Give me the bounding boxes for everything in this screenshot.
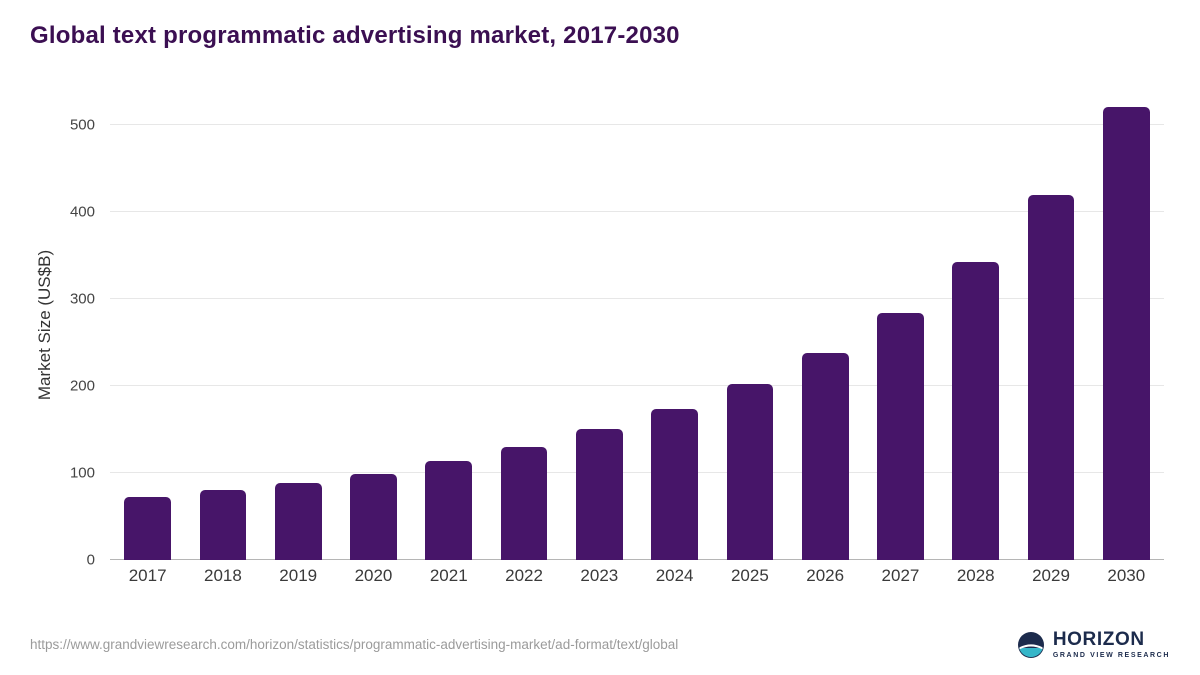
x-tick-label: 2029 — [1032, 566, 1070, 585]
logo-subtitle: GRAND VIEW RESEARCH — [1052, 652, 1170, 659]
horizon-logo-icon — [1017, 631, 1045, 659]
horizon-logo: HORIZON GRAND VIEW RESEARCH — [1017, 630, 1170, 659]
x-tick-label: 2022 — [505, 566, 543, 585]
y-tick-label: 500 — [69, 116, 95, 134]
x-tick-label: 2030 — [1107, 566, 1146, 585]
y-tick-label: 400 — [69, 203, 95, 221]
y-tick-label: 300 — [69, 290, 95, 308]
gridline — [110, 384, 1164, 386]
y-tick-label: 0 — [86, 551, 95, 569]
logo-text: HORIZON GRAND VIEW RESEARCH — [1053, 630, 1170, 659]
x-tick-label: 2020 — [354, 566, 393, 585]
bar-column — [938, 90, 1013, 560]
bar-2024 — [651, 409, 698, 560]
bar-column — [637, 90, 712, 560]
bar-column — [1013, 90, 1088, 560]
x-tick-label: 2025 — [730, 566, 769, 585]
bar-2017 — [124, 497, 171, 560]
bar-column — [788, 90, 863, 560]
bar-2030 — [1102, 107, 1150, 560]
bar-2019 — [274, 482, 322, 560]
chart-title: Global text programmatic advertising mar… — [30, 22, 680, 49]
bar-2025 — [726, 384, 774, 560]
bar-2026 — [801, 352, 849, 560]
x-axis-baseline — [110, 559, 1164, 560]
bar-column — [110, 90, 185, 560]
x-tick-label: 2017 — [128, 566, 167, 585]
bar-column — [411, 90, 486, 560]
bars-group — [110, 90, 1164, 560]
bar-column — [1089, 90, 1164, 560]
x-tick-label: 2027 — [881, 566, 920, 585]
x-tick-label: 2024 — [655, 566, 694, 585]
x-tick-label: 2028 — [956, 566, 995, 585]
bar-column — [486, 90, 561, 560]
gridline — [110, 210, 1164, 212]
bar-column — [562, 90, 637, 560]
bar-2018 — [199, 490, 247, 560]
plot-area: 0 100 200 300 400 500 — [70, 90, 1164, 569]
x-tick-label: 2019 — [279, 566, 318, 585]
bar-2023 — [575, 429, 623, 560]
bar-column — [712, 90, 787, 560]
bar-column — [863, 90, 938, 560]
bar-column — [261, 90, 336, 560]
x-axis: 2017 2018 2019 2020 2021 2022 2023 2024 2025 2026… — [110, 566, 1164, 586]
bar-2027 — [877, 312, 924, 560]
x-tick-label: 2023 — [580, 566, 619, 585]
y-tick-label: 100 — [69, 464, 95, 482]
bar-2028 — [952, 262, 1000, 560]
bar-column — [336, 90, 411, 560]
y-tick-label: 200 — [69, 377, 95, 395]
x-tick-label: 2018 — [204, 566, 242, 585]
bar-2020 — [350, 473, 397, 560]
logo-name: HORIZON — [1052, 629, 1145, 650]
bar-2029 — [1027, 195, 1075, 560]
gridline — [110, 123, 1164, 125]
source-url: https://www.grandviewresearch.com/horizo… — [30, 637, 679, 652]
x-tick-label: 2026 — [806, 566, 845, 585]
x-tick-label: 2021 — [429, 566, 468, 585]
bar-2022 — [500, 446, 548, 560]
footer: https://www.grandviewresearch.com/horizo… — [30, 630, 1170, 659]
gridline — [110, 471, 1164, 473]
bar-column — [185, 90, 260, 560]
gridline — [110, 297, 1164, 299]
bar-2021 — [425, 460, 473, 560]
